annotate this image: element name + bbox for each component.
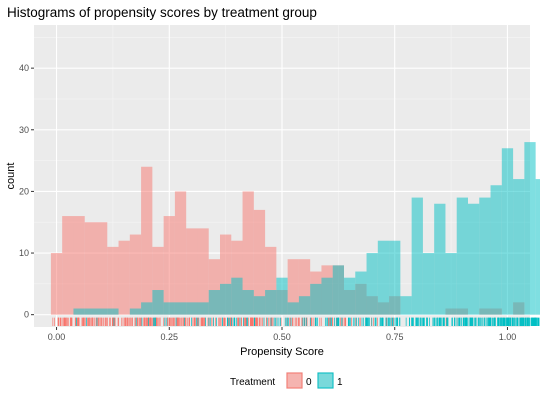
x-tick-label: 0.00 — [48, 332, 66, 342]
histogram-bar — [412, 198, 423, 315]
histogram-bar — [479, 198, 490, 315]
histogram-bar — [344, 278, 355, 315]
histogram-bar — [445, 253, 456, 315]
y-axis-title: count — [5, 163, 17, 190]
histogram-bar — [288, 302, 299, 314]
histogram-bar — [141, 302, 152, 314]
x-tick-label: 1.00 — [499, 332, 517, 342]
histogram-bar — [457, 198, 468, 315]
histogram-bar — [51, 253, 62, 315]
histogram-bar — [378, 241, 389, 315]
x-axis: 0.00 0.25 0.50 0.75 1.00 — [48, 327, 516, 342]
y-axis: 0 10 20 30 40 — [19, 63, 34, 320]
histogram-bar — [491, 185, 502, 314]
histogram-bar — [333, 265, 344, 314]
histogram-bar — [434, 204, 445, 315]
histogram-bar — [231, 278, 242, 315]
histogram-bar — [164, 302, 175, 314]
legend-title: Treatment — [230, 377, 275, 388]
legend-key-0: 0 — [286, 372, 312, 389]
x-tick-label: 0.50 — [273, 332, 291, 342]
histogram-bar — [85, 222, 96, 314]
histogram-bar — [197, 302, 208, 314]
histogram-bar — [502, 148, 513, 314]
histogram-bar — [62, 216, 73, 315]
y-tick-label: 40 — [19, 63, 29, 73]
histogram-bar — [186, 302, 197, 314]
histogram-bar — [321, 278, 332, 315]
histogram-bar — [254, 296, 265, 314]
histogram-bar — [130, 309, 141, 315]
legend-label: 1 — [337, 377, 343, 388]
histogram-bar — [152, 290, 163, 315]
histogram-bar — [107, 247, 118, 315]
histogram-bar — [119, 241, 130, 315]
legend-label: 0 — [306, 377, 312, 388]
histogram-bar — [265, 290, 276, 315]
y-tick-label: 10 — [19, 248, 29, 258]
histogram-bar — [73, 216, 84, 315]
legend-swatch — [318, 373, 333, 388]
histogram-bar — [524, 142, 535, 315]
histogram-bar — [310, 284, 321, 315]
histogram-bar — [164, 216, 175, 315]
histogram-bar — [367, 253, 378, 315]
y-tick-label: 0 — [24, 310, 29, 320]
histogram-bar — [85, 309, 96, 315]
histogram-bar — [209, 290, 220, 315]
histogram-bar — [186, 228, 197, 314]
histogram-bar — [96, 222, 107, 314]
histogram-bar — [468, 204, 479, 315]
x-tick-label: 0.75 — [386, 332, 404, 342]
legend: Treatment 0 1 — [230, 372, 343, 389]
histogram-bar — [96, 309, 107, 315]
histogram-bar — [299, 296, 310, 314]
histogram-bar — [197, 228, 208, 314]
histogram-bar — [536, 179, 540, 315]
x-tick-label: 0.25 — [161, 332, 179, 342]
legend-swatch — [287, 373, 302, 388]
y-tick-label: 20 — [19, 186, 29, 196]
histogram-bar — [400, 296, 411, 314]
histogram-bar — [175, 191, 186, 314]
histogram-bar — [243, 290, 254, 315]
x-axis-title: Propensity Score — [240, 346, 324, 358]
histogram-bar — [175, 302, 186, 314]
rug-marks — [53, 318, 540, 326]
legend-key-1: 1 — [317, 372, 343, 389]
histogram-bar — [141, 167, 152, 315]
histogram-bar — [220, 284, 231, 315]
histogram-bar — [73, 309, 84, 315]
histogram-bar — [423, 253, 434, 315]
y-tick-label: 30 — [19, 125, 29, 135]
histogram-bar — [355, 272, 366, 315]
histogram-bar — [389, 241, 400, 315]
chart-title: Histograms of propensity scores by treat… — [7, 5, 317, 20]
histogram-bar — [107, 309, 118, 315]
histogram-bar — [130, 235, 141, 315]
histogram-bar — [513, 179, 524, 315]
histogram-bar — [276, 278, 287, 315]
